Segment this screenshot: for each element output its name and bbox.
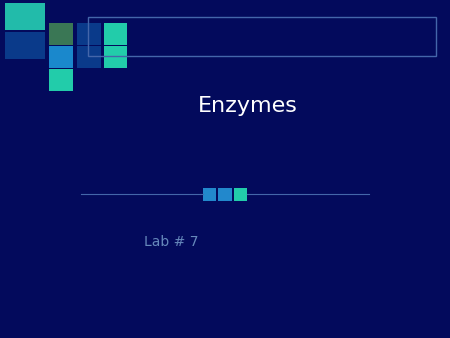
Bar [104, 46, 127, 68]
Text: Enzymes: Enzymes [198, 96, 297, 117]
Bar [104, 23, 127, 45]
Bar [76, 23, 101, 45]
Bar [49, 23, 73, 45]
Bar [49, 69, 73, 91]
Bar [49, 46, 73, 68]
Text: Lab # 7: Lab # 7 [144, 235, 198, 249]
Bar [234, 188, 247, 201]
Bar [4, 3, 45, 30]
Bar [88, 17, 436, 56]
Bar [203, 188, 216, 201]
Bar [218, 188, 232, 201]
Bar [4, 32, 45, 59]
Bar [76, 46, 101, 68]
